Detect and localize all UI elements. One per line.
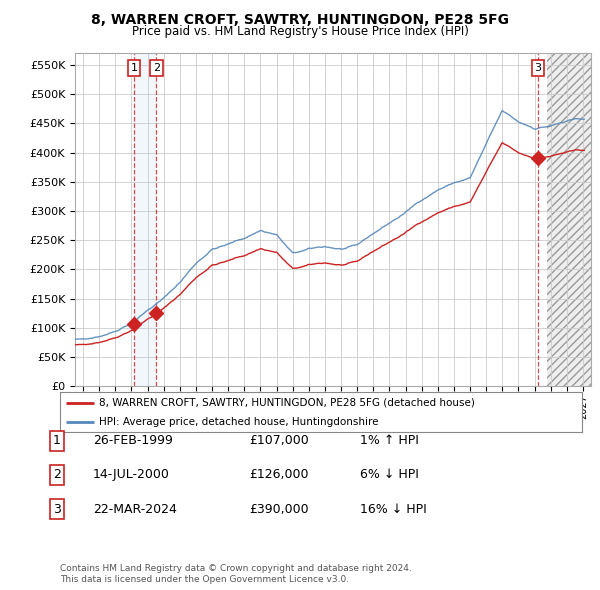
Text: This data is licensed under the Open Government Licence v3.0.: This data is licensed under the Open Gov…: [60, 575, 349, 584]
Text: £390,000: £390,000: [249, 503, 308, 516]
Text: 3: 3: [53, 503, 61, 516]
Text: 16% ↓ HPI: 16% ↓ HPI: [360, 503, 427, 516]
Text: 1: 1: [130, 63, 137, 73]
Text: 1% ↑ HPI: 1% ↑ HPI: [360, 434, 419, 447]
Text: 1: 1: [53, 434, 61, 447]
Text: 2: 2: [153, 63, 160, 73]
Text: 8, WARREN CROFT, SAWTRY, HUNTINGDON, PE28 5FG: 8, WARREN CROFT, SAWTRY, HUNTINGDON, PE2…: [91, 13, 509, 27]
Text: Price paid vs. HM Land Registry's House Price Index (HPI): Price paid vs. HM Land Registry's House …: [131, 25, 469, 38]
Bar: [547, 53, 591, 386]
Text: 2: 2: [53, 468, 61, 481]
Text: £107,000: £107,000: [249, 434, 309, 447]
Text: 8, WARREN CROFT, SAWTRY, HUNTINGDON, PE28 5FG (detached house): 8, WARREN CROFT, SAWTRY, HUNTINGDON, PE2…: [99, 398, 475, 408]
Text: 26-FEB-1999: 26-FEB-1999: [93, 434, 173, 447]
Text: 3: 3: [535, 63, 542, 73]
Text: £126,000: £126,000: [249, 468, 308, 481]
Text: 6% ↓ HPI: 6% ↓ HPI: [360, 468, 419, 481]
Text: 22-MAR-2024: 22-MAR-2024: [93, 503, 177, 516]
Text: HPI: Average price, detached house, Huntingdonshire: HPI: Average price, detached house, Hunt…: [99, 417, 379, 427]
Text: Contains HM Land Registry data © Crown copyright and database right 2024.: Contains HM Land Registry data © Crown c…: [60, 565, 412, 573]
Bar: [134, 53, 156, 386]
Text: 14-JUL-2000: 14-JUL-2000: [93, 468, 170, 481]
